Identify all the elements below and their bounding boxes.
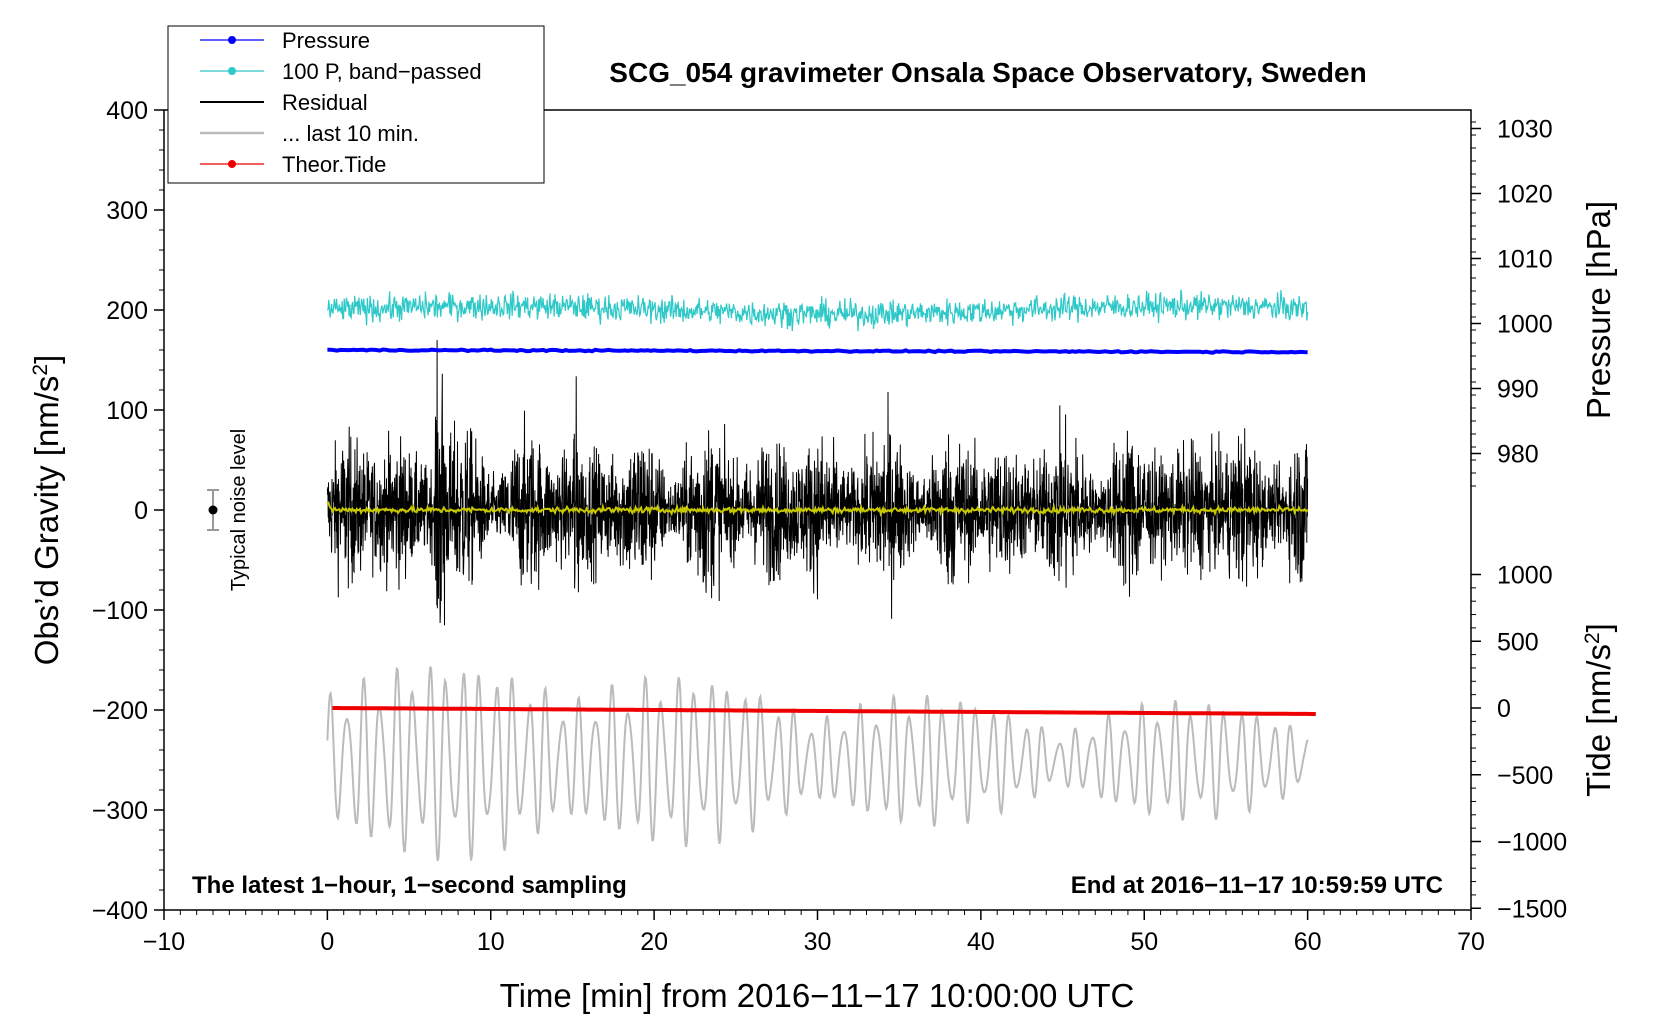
pressure-axis-title: Pressure [hPa] [1580, 201, 1617, 419]
series-last-10-min [326, 666, 1309, 862]
legend-label: 100 P, band−passed [282, 59, 482, 84]
legend-label: Theor.Tide [282, 152, 386, 177]
noise-level-label: Typical noise level [228, 429, 250, 591]
y-tick-label: 100 [106, 397, 148, 425]
tide-axis-title: Tide [nm/s2] [1580, 623, 1617, 797]
y-axis-left-title: Obs’d Gravity [nm/s2] [28, 355, 65, 666]
y-tick-label: 300 [106, 197, 148, 225]
tide-axis-title-sup: 2 [1581, 632, 1604, 644]
pressure-tick-label: 1000 [1497, 311, 1553, 339]
pressure-tick-label: 990 [1497, 376, 1539, 404]
tide-tick-label: −500 [1497, 762, 1553, 790]
y-axis-left-title-end: ] [28, 355, 65, 364]
series-layer [326, 289, 1316, 862]
annotation-left: The latest 1−hour, 1−second sampling [192, 872, 627, 899]
series-theor-tide [332, 706, 1316, 716]
ticks-layer: −10 0 10 20 30 40 50 60 704003002001000−100−200−… [92, 97, 1568, 956]
tide-tick-label: 0 [1497, 695, 1511, 723]
tide-tick-label: 1000 [1497, 562, 1553, 590]
pressure-tick-label: 1010 [1497, 246, 1553, 274]
x-tick-label: 70 [1457, 928, 1485, 956]
tide-tick-label: 500 [1497, 628, 1539, 656]
y-axis-left-title-main: Obs’d Gravity [nm/s [28, 376, 65, 666]
x-tick-label: 50 [1130, 928, 1158, 956]
x-tick-label: 30 [804, 928, 832, 956]
x-axis-title: Time [min] from 2016−11−17 10:00:00 UTC [500, 977, 1135, 1014]
y-tick-label: 0 [134, 497, 148, 525]
chart-title: SCG_054 gravimeter Onsala Space Observat… [609, 57, 1366, 88]
legend-label: Pressure [282, 28, 370, 53]
noise-level-indicator [207, 489, 220, 531]
x-tick-label: 20 [640, 928, 668, 956]
legend-marker [228, 67, 236, 75]
y-axis-left-title-sup: 2 [29, 364, 52, 376]
pressure-tick-label: 1020 [1497, 181, 1553, 209]
series-pressure [327, 347, 1308, 355]
tide-tick-label: −1500 [1497, 895, 1567, 923]
x-tick-label: 60 [1294, 928, 1322, 956]
y-tick-label: −300 [92, 797, 148, 825]
legend-marker [228, 160, 236, 168]
tide-axis-title-end: ] [1580, 623, 1617, 632]
y-tick-label: 400 [106, 97, 148, 125]
noise-bar-point [208, 505, 218, 515]
annotation-right: End at 2016−11−17 10:59:59 UTC [1071, 872, 1443, 899]
x-tick-label: 10 [477, 928, 505, 956]
legend-label: ... last 10 min. [282, 121, 419, 146]
x-tick-label: 40 [967, 928, 995, 956]
tide-axis-title-main: Tide [nm/s [1580, 644, 1617, 797]
tide-tick-label: −1000 [1497, 829, 1567, 857]
legend-box [167, 25, 545, 184]
x-tick-label: −10 [143, 928, 185, 956]
legend-label: Residual [282, 90, 368, 115]
y-tick-label: −200 [92, 697, 148, 725]
series-residual-smoothed [326, 501, 1309, 518]
series-residual [326, 340, 1309, 626]
legend-marker [228, 36, 236, 44]
series-band-passed-pressure [326, 289, 1309, 332]
y-tick-label: −400 [92, 897, 148, 925]
pressure-tick-label: 980 [1497, 441, 1539, 469]
y-tick-label: −100 [92, 597, 148, 625]
x-tick-label: 0 [320, 928, 334, 956]
pressure-tick-label: 1030 [1497, 116, 1553, 144]
y-tick-label: 200 [106, 297, 148, 325]
legend: Pressure 100 P, band−passed Residual ... la… [167, 25, 545, 184]
